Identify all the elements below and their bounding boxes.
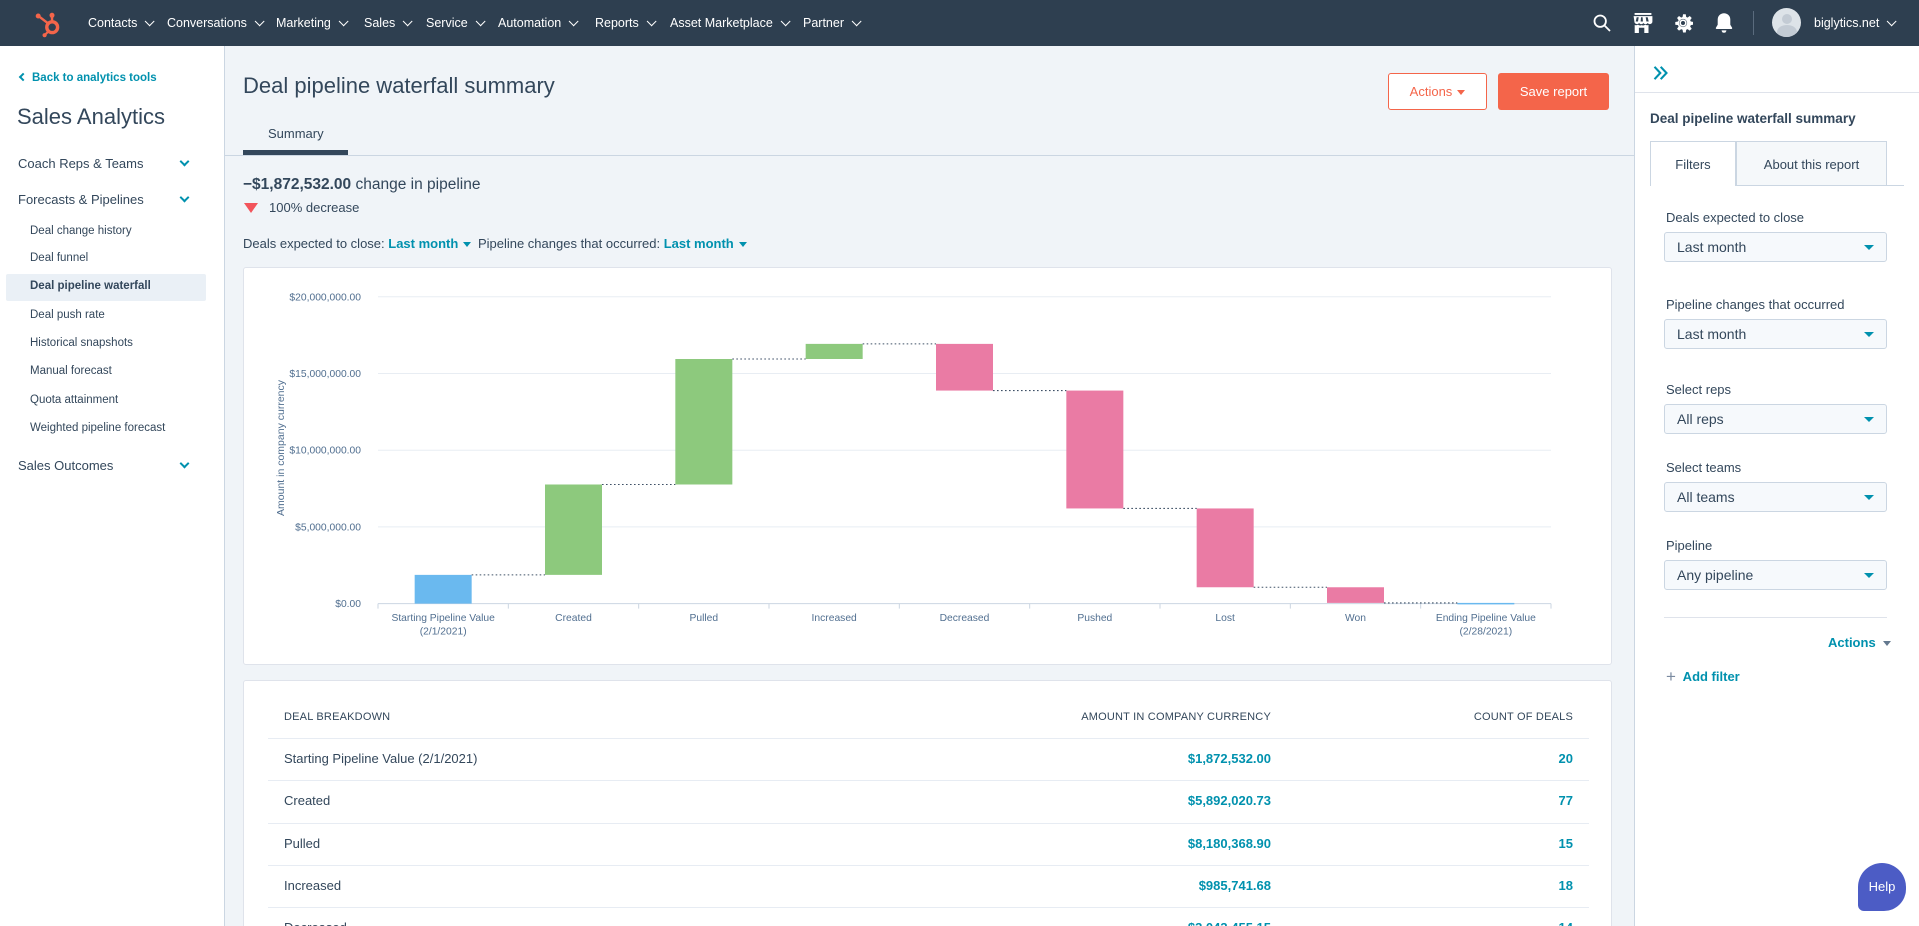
svg-text:Created: Created — [555, 613, 592, 624]
svg-text:Pushed: Pushed — [1077, 613, 1112, 624]
svg-text:Ending Pipeline Value: Ending Pipeline Value — [1436, 613, 1536, 624]
svg-text:Won: Won — [1345, 613, 1366, 624]
svg-text:$15,000,000.00: $15,000,000.00 — [289, 369, 361, 380]
svg-text:(2/1/2021): (2/1/2021) — [420, 627, 467, 638]
svg-text:Decreased: Decreased — [940, 613, 990, 624]
svg-text:Increased: Increased — [812, 613, 857, 624]
svg-text:Lost: Lost — [1215, 613, 1235, 624]
svg-text:Amount in company currency: Amount in company currency — [275, 379, 287, 516]
svg-text:$20,000,000.00: $20,000,000.00 — [289, 292, 361, 303]
svg-text:Pulled: Pulled — [690, 613, 719, 624]
svg-text:$10,000,000.00: $10,000,000.00 — [289, 446, 361, 457]
svg-text:$5,000,000.00: $5,000,000.00 — [295, 522, 361, 533]
svg-text:Starting Pipeline Value: Starting Pipeline Value — [391, 613, 495, 624]
svg-text:$0.00: $0.00 — [335, 599, 361, 610]
svg-text:(2/28/2021): (2/28/2021) — [1459, 627, 1512, 638]
